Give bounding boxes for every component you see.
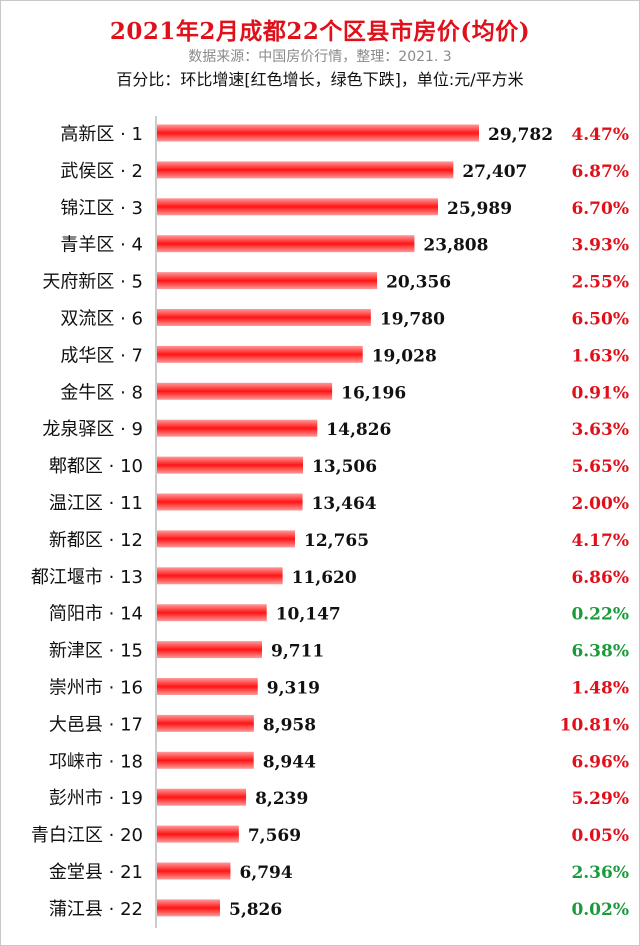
category-label: 天府新区 · 5 [42, 272, 143, 293]
category-label: 新都区 · 12 [49, 530, 143, 551]
growth-rate: 6.87% [571, 162, 629, 182]
category-label: 大邑县 · 17 [49, 714, 143, 735]
value-label: 9,711 [271, 642, 324, 662]
category-label: 青白江区 · 20 [31, 825, 143, 846]
bar [157, 751, 254, 769]
growth-rate: 4.17% [571, 531, 629, 551]
category-label: 简阳市 · 14 [49, 604, 143, 625]
category-label: 蒲江县 · 22 [49, 899, 143, 920]
growth-rate: 2.55% [571, 273, 629, 293]
category-label: 彭州市 · 19 [49, 788, 143, 809]
category-label: 金牛区 · 8 [60, 382, 143, 403]
bar [157, 456, 304, 474]
value-label: 7,569 [248, 826, 301, 846]
category-label: 郫都区 · 10 [49, 456, 143, 477]
bar [157, 788, 247, 806]
bar [157, 272, 378, 290]
value-label: 10,147 [276, 605, 341, 625]
bar [157, 604, 267, 622]
bar [157, 493, 303, 511]
bar [157, 198, 438, 216]
value-label: 14,826 [326, 420, 391, 440]
category-label: 崇州市 · 16 [49, 678, 143, 699]
chart-note: 百分比：环比增速[红色增长，绿色下跌]，单位:元/平方米 [116, 70, 524, 89]
value-label: 23,808 [423, 236, 488, 256]
value-label: 12,765 [304, 531, 369, 551]
bar [157, 345, 363, 363]
growth-rate: 6.50% [571, 310, 629, 330]
bar [157, 899, 220, 917]
bar [157, 124, 479, 142]
bar [157, 825, 239, 843]
category-label: 龙泉驿区 · 9 [42, 419, 143, 440]
growth-rate: 10.81% [560, 715, 629, 735]
growth-rate: 6.38% [571, 642, 629, 662]
category-label: 青羊区 · 4 [60, 235, 143, 256]
category-label: 新津区 · 15 [49, 641, 143, 662]
growth-rate: 6.96% [571, 752, 629, 772]
bar [157, 419, 318, 437]
value-label: 20,356 [386, 273, 451, 293]
growth-rate: 5.65% [571, 457, 629, 477]
growth-rate: 2.36% [571, 863, 629, 883]
growth-rate: 0.02% [571, 900, 629, 920]
category-label: 成华区 · 7 [60, 345, 143, 366]
bar [157, 567, 283, 585]
growth-rate: 3.63% [571, 420, 629, 440]
value-label: 19,780 [380, 310, 445, 330]
value-label: 27,407 [462, 162, 527, 182]
category-label: 双流区 · 6 [60, 309, 143, 330]
growth-rate: 0.05% [571, 826, 629, 846]
growth-rate: 6.86% [571, 568, 629, 588]
value-label: 11,620 [292, 568, 357, 588]
growth-rate: 1.63% [571, 346, 629, 366]
value-label: 5,826 [229, 900, 282, 920]
growth-rate: 0.22% [571, 605, 629, 625]
growth-rate: 3.93% [571, 236, 629, 256]
value-label: 8,958 [263, 715, 316, 735]
growth-rate: 1.48% [571, 679, 629, 699]
value-label: 29,782 [488, 125, 553, 145]
value-label: 13,506 [312, 457, 377, 477]
category-label: 锦江区 · 3 [60, 198, 143, 219]
growth-rate: 4.47% [571, 125, 629, 145]
value-label: 8,944 [263, 752, 316, 772]
category-label: 金堂县 · 21 [49, 862, 143, 883]
growth-rate: 6.70% [571, 199, 629, 219]
value-label: 19,028 [372, 346, 437, 366]
bar [157, 862, 231, 880]
growth-rate: 0.91% [571, 383, 629, 403]
growth-rate: 5.29% [571, 789, 629, 809]
bar [157, 641, 262, 659]
bar [157, 161, 454, 179]
value-label: 25,989 [447, 199, 512, 219]
chart-title: 2021年2月成都22个区县市房价(均价) [109, 18, 531, 45]
category-label: 武侯区 · 2 [60, 161, 143, 182]
value-label: 16,196 [341, 383, 406, 403]
bar [157, 235, 415, 253]
value-label: 8,239 [255, 789, 308, 809]
category-label: 邛崃市 · 18 [49, 751, 143, 772]
value-label: 6,794 [239, 863, 292, 883]
value-label: 9,319 [267, 679, 320, 699]
bar [157, 309, 371, 326]
category-label: 都江堰市 · 13 [31, 567, 143, 588]
growth-rate: 2.00% [571, 494, 629, 514]
category-label: 温江区 · 11 [49, 493, 143, 514]
bar [157, 530, 296, 548]
bar [157, 678, 258, 695]
value-label: 13,464 [312, 494, 377, 514]
data-source: 数据来源：中国房价行情，整理：2021. 3 [188, 49, 452, 65]
category-label: 高新区 · 1 [60, 124, 143, 145]
bar [157, 714, 254, 732]
bar [157, 382, 333, 400]
